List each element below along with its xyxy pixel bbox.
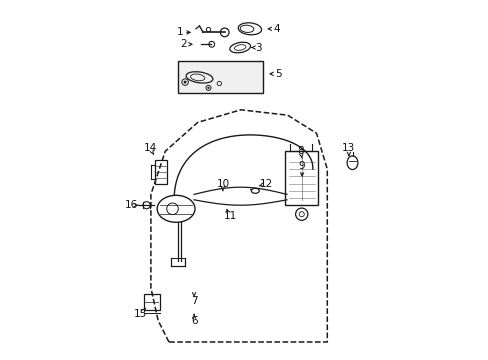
Text: 13: 13: [342, 143, 355, 153]
Circle shape: [207, 87, 209, 89]
Text: 1: 1: [176, 27, 183, 37]
FancyBboxPatch shape: [178, 61, 262, 93]
Text: 10: 10: [216, 179, 229, 189]
Text: 12: 12: [259, 179, 272, 189]
Text: 15: 15: [134, 309, 147, 319]
Text: 4: 4: [273, 24, 280, 34]
Text: 16: 16: [124, 200, 138, 210]
Text: 11: 11: [223, 211, 236, 221]
Text: 5: 5: [275, 69, 282, 79]
Text: 2: 2: [180, 39, 186, 49]
Text: 6: 6: [190, 316, 197, 327]
Text: 7: 7: [190, 296, 197, 306]
Text: 14: 14: [143, 143, 157, 153]
Circle shape: [183, 81, 186, 84]
Text: 9: 9: [298, 161, 305, 171]
Text: 8: 8: [297, 146, 304, 156]
Text: 3: 3: [255, 42, 262, 53]
